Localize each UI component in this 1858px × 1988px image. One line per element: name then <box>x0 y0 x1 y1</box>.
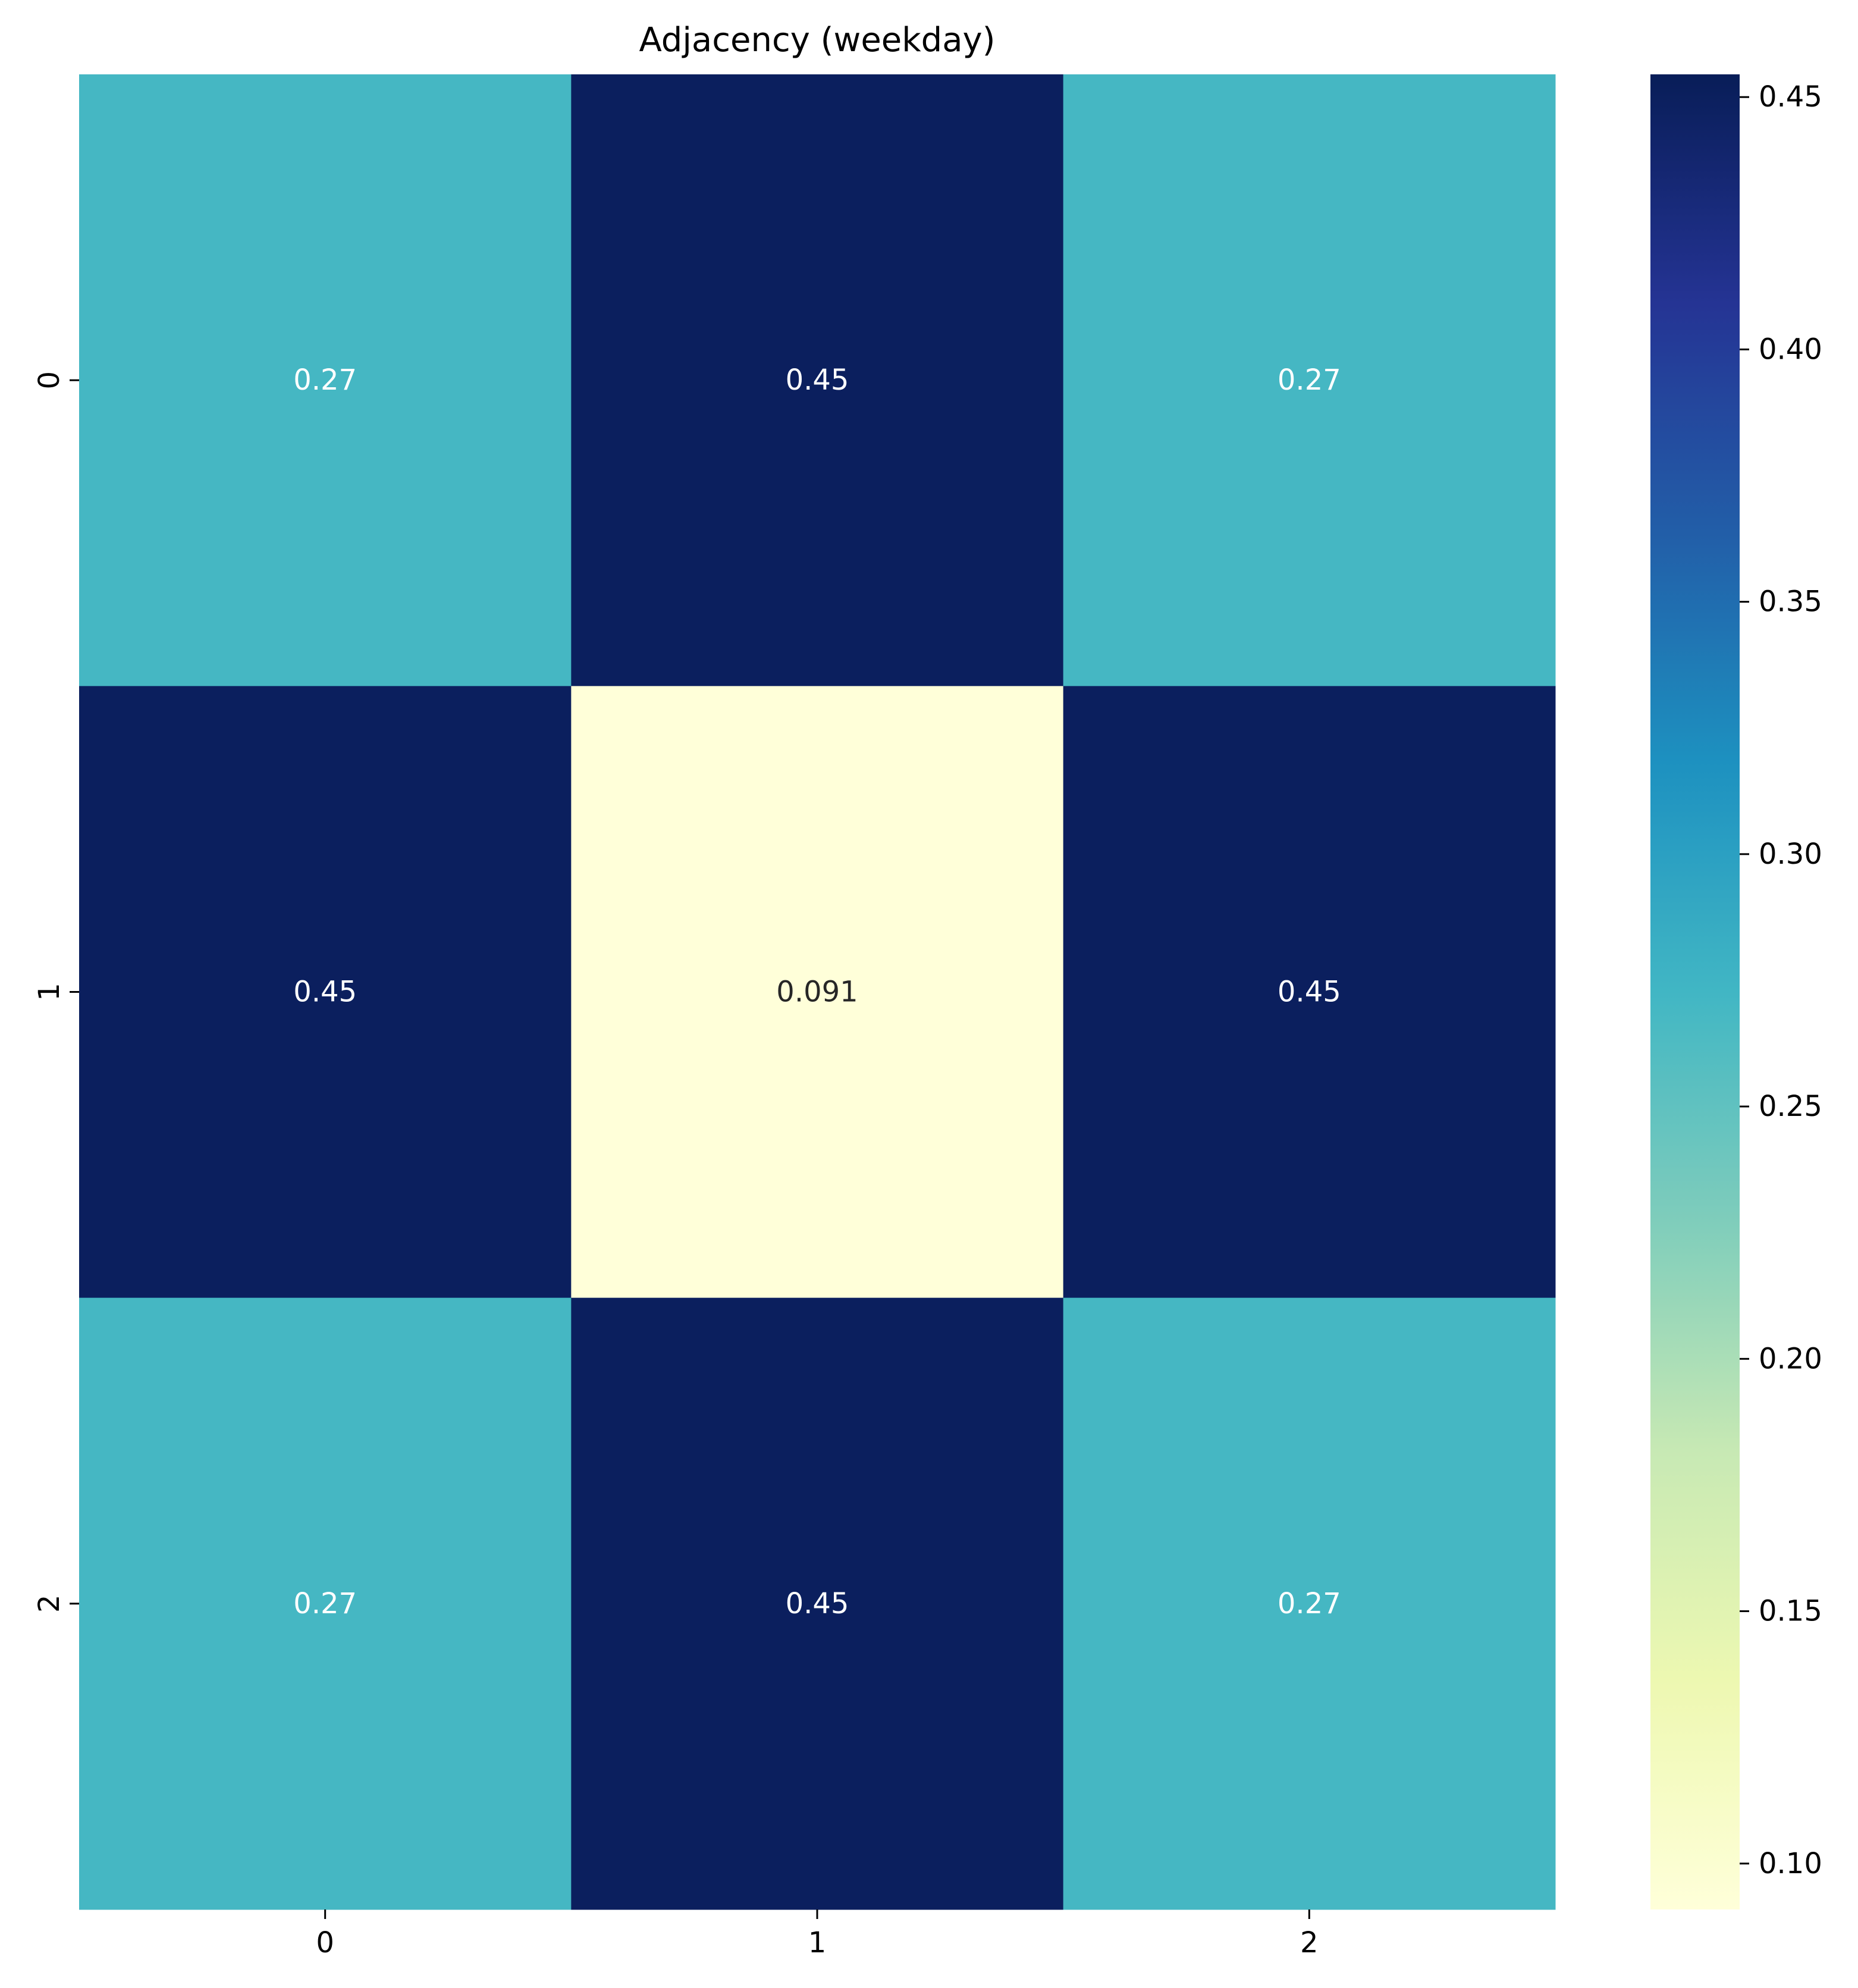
y-tick-label: 1 <box>33 983 66 1001</box>
heatmap-cell <box>79 686 572 1299</box>
cell-value-label: 0.27 <box>1278 1587 1341 1620</box>
colorbar-tick-label: 0.35 <box>1759 585 1822 619</box>
y-tick-label: 2 <box>33 1595 66 1613</box>
heatmap-cell <box>79 74 572 686</box>
heatmap-cell <box>571 74 1064 686</box>
heatmap-cell <box>571 1297 1064 1910</box>
chart-title: Adjacency (weekday) <box>639 21 995 59</box>
cell-value-label: 0.27 <box>293 1587 357 1620</box>
colorbar <box>1650 74 1740 1909</box>
y-tick-label: 0 <box>33 371 66 390</box>
colorbar-tick-label: 0.30 <box>1759 838 1822 871</box>
cell-value-label: 0.45 <box>786 363 849 397</box>
colorbar-tick-label: 0.45 <box>1759 80 1822 114</box>
x-tick-label: 2 <box>1300 1926 1319 1959</box>
heatmap-cell <box>1063 686 1556 1299</box>
x-tick-label: 0 <box>316 1926 334 1959</box>
cell-value-label: 0.27 <box>293 363 357 397</box>
heatmap-cell <box>1063 1297 1556 1910</box>
cell-value-label: 0.27 <box>1278 363 1341 397</box>
heatmap-cell <box>79 1297 572 1910</box>
cell-value-label: 0.45 <box>786 1587 849 1620</box>
colorbar-tick-label: 0.15 <box>1759 1595 1822 1628</box>
colorbar-tick-label: 0.20 <box>1759 1342 1822 1375</box>
heatmap-cell <box>571 686 1064 1299</box>
heatmap-cell <box>1063 74 1556 686</box>
cell-value-label: 0.45 <box>1278 976 1341 1009</box>
colorbar-tick-label: 0.40 <box>1759 333 1822 366</box>
colorbar-tick-label: 0.10 <box>1759 1847 1822 1880</box>
x-tick-label: 1 <box>808 1926 827 1959</box>
cell-value-label: 0.45 <box>293 976 357 1009</box>
colorbar-tick-label: 0.25 <box>1759 1090 1822 1123</box>
cell-value-label: 0.091 <box>776 976 858 1009</box>
